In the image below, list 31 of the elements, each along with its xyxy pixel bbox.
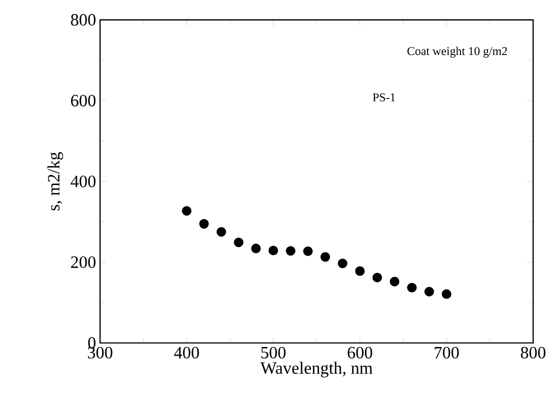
point <box>303 246 313 256</box>
y-tick-label: 400 <box>70 176 96 188</box>
point <box>372 272 382 282</box>
y-tick-label: 0 <box>88 337 96 349</box>
x-tick-label: 400 <box>174 346 199 358</box>
x-axis-title: Wavelength, nm <box>260 362 373 378</box>
x-tick-label: 300 <box>88 346 112 358</box>
point <box>424 286 434 296</box>
point <box>286 246 296 256</box>
point <box>182 206 192 216</box>
point <box>338 258 348 268</box>
y-tick-label: 200 <box>71 256 96 268</box>
x-tick-label: 700 <box>434 346 459 358</box>
point <box>320 252 330 262</box>
y-tick-label: 800 <box>70 14 96 26</box>
point <box>407 282 417 292</box>
point <box>216 227 226 237</box>
x-tick-label: 500 <box>261 346 286 358</box>
x-tick-label: 800 <box>520 346 546 358</box>
point <box>199 219 209 229</box>
x-tick-label: 600 <box>348 346 372 358</box>
point <box>442 289 452 299</box>
point <box>268 246 278 256</box>
point <box>251 244 261 254</box>
y-tick-label: 600 <box>71 94 96 106</box>
point <box>234 238 244 248</box>
annotation: Coat weight 10 g/m2 <box>407 46 507 58</box>
annotation: PS-1 <box>372 93 396 102</box>
y-axis-title: s, m2/kg <box>47 152 64 210</box>
point <box>355 266 365 276</box>
point <box>390 276 400 286</box>
